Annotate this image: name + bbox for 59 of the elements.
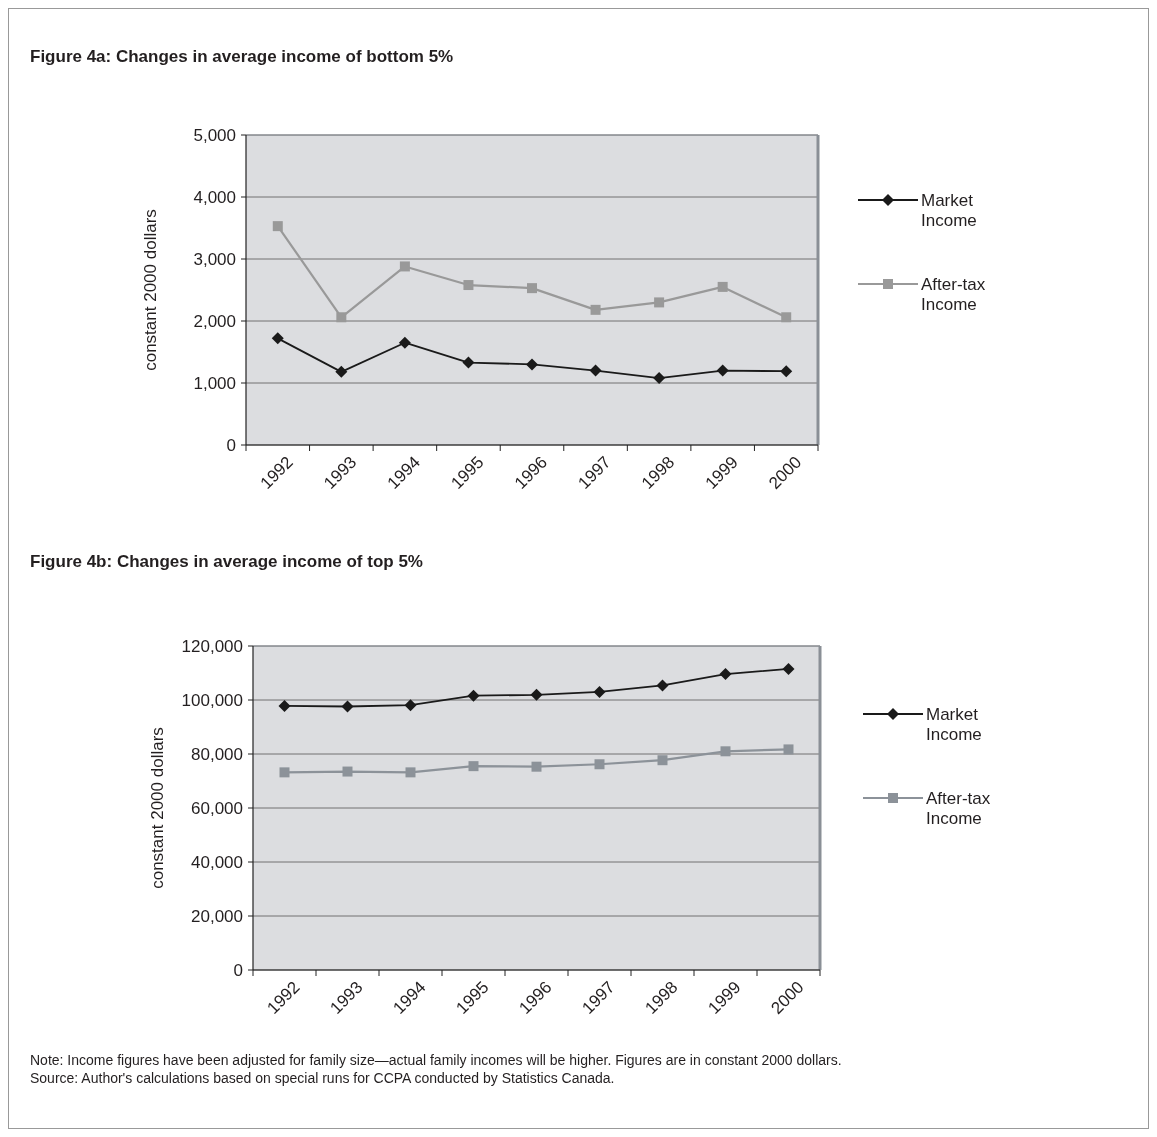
point bbox=[279, 767, 290, 778]
point bbox=[653, 372, 666, 385]
chart-title: Figure 4b: Changes in average income of top 5% bbox=[30, 552, 423, 571]
y-tick-label: 100,000 bbox=[181, 690, 243, 710]
point bbox=[782, 662, 795, 675]
y-axis-title: constant 2000 dollars bbox=[148, 727, 167, 889]
point bbox=[590, 304, 601, 315]
point bbox=[272, 221, 283, 232]
y-tick-label: 3,000 bbox=[193, 249, 236, 269]
source-note: Source: Author's calculations based on special runs for CCPA conducted by Statistics Canada. bbox=[30, 1070, 615, 1086]
point bbox=[589, 364, 602, 377]
point bbox=[341, 700, 354, 713]
point bbox=[462, 356, 475, 369]
point bbox=[593, 685, 606, 698]
y-tick-label: 0 bbox=[233, 960, 243, 980]
y-tick-label: 2,000 bbox=[193, 311, 236, 331]
y-tick-label: 120,000 bbox=[181, 636, 243, 656]
chart-title: Figure 4a: Changes in average income of bottom 5% bbox=[30, 47, 454, 66]
point bbox=[335, 365, 348, 378]
point bbox=[405, 767, 416, 778]
point bbox=[531, 761, 542, 772]
point bbox=[656, 679, 669, 692]
legend-label: After-tax Income bbox=[926, 788, 991, 829]
point bbox=[783, 744, 794, 755]
point bbox=[399, 261, 410, 272]
point bbox=[781, 312, 792, 323]
y-tick-label: 20,000 bbox=[191, 906, 243, 926]
point bbox=[654, 297, 665, 308]
y-tick-label: 40,000 bbox=[191, 852, 243, 872]
point bbox=[594, 759, 605, 770]
text: Note: Income figures have been adjusted for family size—actual family incomes will be higher. Figures are in constant 2000 dollars. bbox=[30, 1052, 842, 1068]
point bbox=[716, 364, 729, 377]
y-tick-label: 5,000 bbox=[193, 125, 236, 145]
point bbox=[342, 766, 353, 777]
point bbox=[527, 283, 537, 294]
point bbox=[336, 312, 347, 323]
point bbox=[657, 755, 668, 766]
point bbox=[720, 746, 731, 757]
point bbox=[719, 668, 732, 681]
point bbox=[463, 280, 474, 291]
y-tick-label: 80,000 bbox=[191, 744, 243, 764]
point bbox=[398, 336, 411, 349]
point bbox=[530, 688, 543, 701]
y-tick-label: 0 bbox=[226, 435, 236, 455]
point bbox=[278, 699, 291, 712]
legend-label: Market Income bbox=[921, 190, 977, 231]
legend-label: After-tax Income bbox=[921, 274, 986, 315]
y-tick-label: 1,000 bbox=[193, 373, 236, 393]
point bbox=[404, 699, 417, 712]
point bbox=[780, 365, 793, 378]
point bbox=[526, 358, 538, 371]
legend-label: Market Income bbox=[926, 704, 982, 745]
y-tick-label: 4,000 bbox=[193, 187, 236, 207]
point bbox=[467, 689, 480, 702]
point bbox=[468, 761, 479, 772]
point bbox=[717, 281, 728, 292]
point bbox=[271, 332, 284, 345]
y-tick-label: 60,000 bbox=[191, 798, 243, 818]
y-axis-title: constant 2000 dollars bbox=[141, 209, 160, 371]
